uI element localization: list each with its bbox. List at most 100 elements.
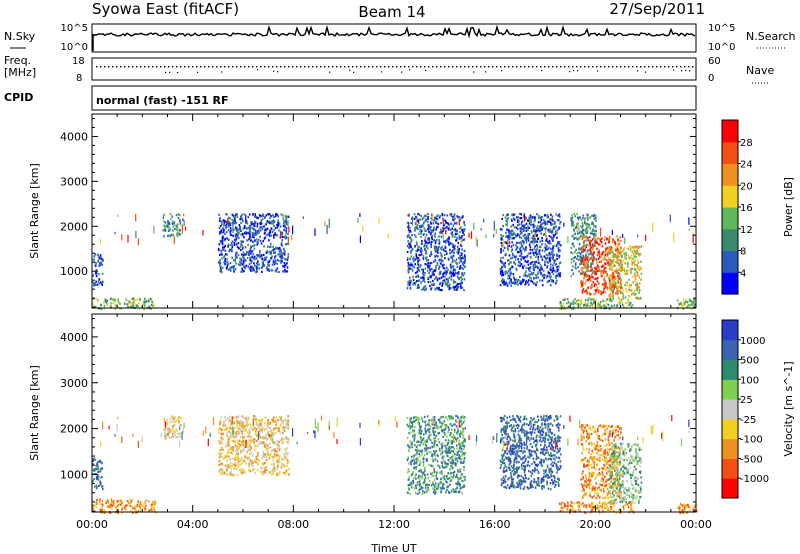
echo-cell [229,415,231,418]
echo-cell [223,256,225,259]
echo-cell [440,262,443,265]
echo-cell [574,262,577,265]
freq-dot [664,66,666,68]
echo-cell [262,215,264,218]
echo-cell [248,263,251,266]
echo-cell [572,244,575,247]
echo-cell [93,457,96,460]
echo-cell [100,255,102,258]
echo-cell [640,267,642,270]
echo-cell [534,230,537,233]
y-tick-label: 4000 [60,130,88,143]
echo-cell [446,214,448,217]
echo-cell [219,230,221,233]
echo-cell [432,279,434,282]
echo-cell [616,255,618,258]
freq-dot [140,66,142,68]
echo-cell [416,275,418,278]
echo-cell [257,217,259,220]
freq-dot [184,66,186,68]
echo-cell [148,500,150,503]
echo-cell [234,259,236,262]
echo-cell [228,430,230,433]
echo-cell [445,266,448,269]
echo-cell [162,229,165,232]
echo-cell [461,230,464,233]
echo-cell [96,463,99,466]
echo-cell [278,259,280,262]
echo-cell [284,268,286,271]
echo-cell [98,484,100,487]
cpid-text: normal (fast) -151 RF [96,94,229,107]
echo-cell [247,423,250,426]
echo-cell [237,242,240,245]
echo-cell [586,251,588,254]
echo-cell [280,416,283,419]
echo-cell [106,299,108,303]
echo-cell [421,268,423,271]
echo-cell [512,244,515,247]
echo-cell [138,297,141,300]
echo-cell [284,250,286,253]
echo-cell [570,219,573,222]
echo-cell [229,234,232,237]
echo-cell [264,437,266,440]
echo-cell [611,259,613,262]
echo-cell [435,217,438,220]
freq-dot [248,66,250,68]
echo-cell [96,476,99,479]
echo-cell [546,216,549,219]
echo-cell [260,436,262,439]
echo-cell [429,264,431,267]
echo-cell [252,461,254,464]
echo-cell [613,276,616,279]
echo-cell [446,283,449,286]
echo-cell [434,277,436,281]
echo-cell [543,214,546,217]
echo-cell [527,227,529,230]
echo-cell [534,245,536,248]
echo-cell [455,261,457,264]
echo-cell [523,214,525,217]
echo-cell [233,457,235,460]
echo-cell [411,216,414,219]
echo-cell [273,234,275,237]
echo-cell [610,262,613,265]
echo-cell [527,225,529,228]
echo-cell [166,432,169,435]
echo-cell [417,246,419,249]
echo-cell [683,302,685,305]
echo-cell [222,448,224,451]
echo-cell [99,480,101,483]
echo-cell [633,261,635,264]
echo-cell [553,235,555,238]
echo-cell [524,260,527,263]
echo-streak [493,233,495,238]
echo-cell [246,257,249,260]
echo-cell [580,234,582,237]
echo-streak [378,217,380,225]
echo-cell [601,270,603,273]
echo-cell [512,273,515,276]
echo-cell [421,242,423,245]
echo-cell [550,263,552,266]
echo-cell [454,281,457,284]
echo-cell [412,275,414,278]
echo-cell [579,216,582,219]
echo-cell [634,263,636,266]
echo-cell [433,282,436,285]
echo-cell [239,218,241,221]
echo-cell [510,278,512,281]
echo-streak [483,218,485,223]
freq-dot [592,66,594,68]
echo-cell [626,281,628,284]
echo-cell [437,288,440,291]
echo-cell [577,218,580,221]
echo-cell [443,249,445,253]
echo-cell [624,272,627,275]
echo-cell [416,257,418,260]
echo-cell [510,257,512,260]
echo-cell [506,235,509,238]
echo-cell [583,261,586,264]
